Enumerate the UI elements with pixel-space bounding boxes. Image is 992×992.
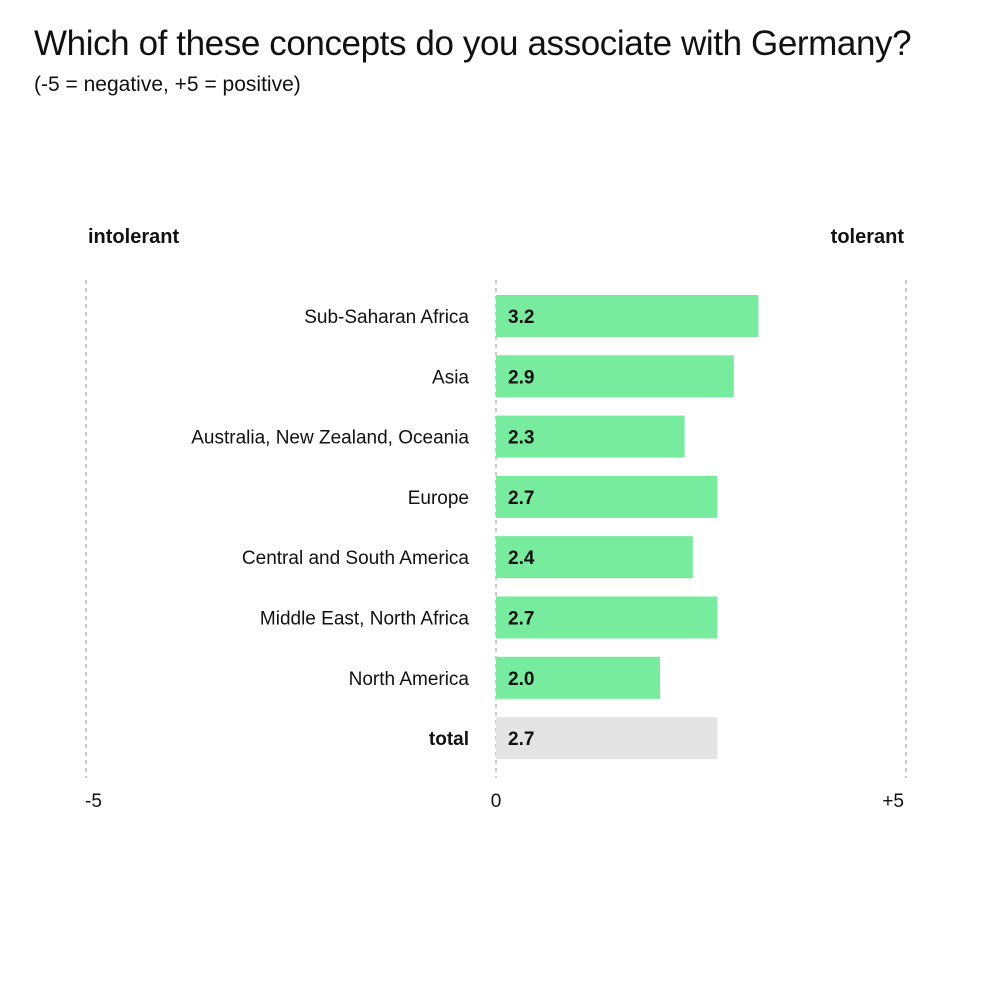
value-label: 2.9 [508, 367, 534, 388]
bar [496, 415, 685, 458]
category-labels: Sub-Saharan Africa Asia Australia, New Zea… [191, 307, 469, 750]
bar [496, 295, 759, 337]
x-tick-label: 0 [491, 791, 502, 812]
category-label: Asia [432, 367, 469, 388]
category-label: Europe [408, 488, 469, 509]
value-labels: 3.2 2.9 2.3 2.7 2.4 2.7 2.0 2.7 [508, 307, 535, 750]
category-label: North America [349, 669, 470, 690]
reference-lines [85, 280, 907, 778]
right-end-label: tolerant [831, 226, 905, 248]
category-label: Australia, New Zealand, Oceania [191, 428, 469, 449]
bar [496, 656, 660, 699]
category-label: Middle East, North Africa [260, 609, 470, 630]
value-label: 2.4 [508, 548, 535, 569]
value-label: 2.7 [508, 729, 534, 750]
x-tick-label: -5 [85, 791, 102, 812]
value-label: 2.7 [508, 488, 534, 509]
bars [496, 295, 759, 760]
chart-title: Which of these concepts do you associate… [34, 24, 912, 63]
bar [496, 355, 734, 398]
category-label: total [429, 729, 469, 750]
x-tick-labels: -5 0 +5 [85, 791, 904, 812]
x-tick-label: +5 [882, 791, 904, 812]
left-end-label: intolerant [88, 226, 179, 248]
value-label: 2.3 [508, 428, 534, 449]
bar [496, 596, 718, 639]
category-label: Central and South America [242, 548, 470, 569]
value-label: 2.7 [508, 609, 534, 630]
total-bar [496, 717, 718, 760]
bar [496, 475, 718, 518]
bar [496, 536, 693, 579]
category-label: Sub-Saharan Africa [304, 307, 469, 328]
chart-subtitle: (-5 = negative, +5 = positive) [34, 73, 301, 96]
value-label: 2.0 [508, 669, 534, 690]
value-label: 3.2 [508, 307, 534, 328]
